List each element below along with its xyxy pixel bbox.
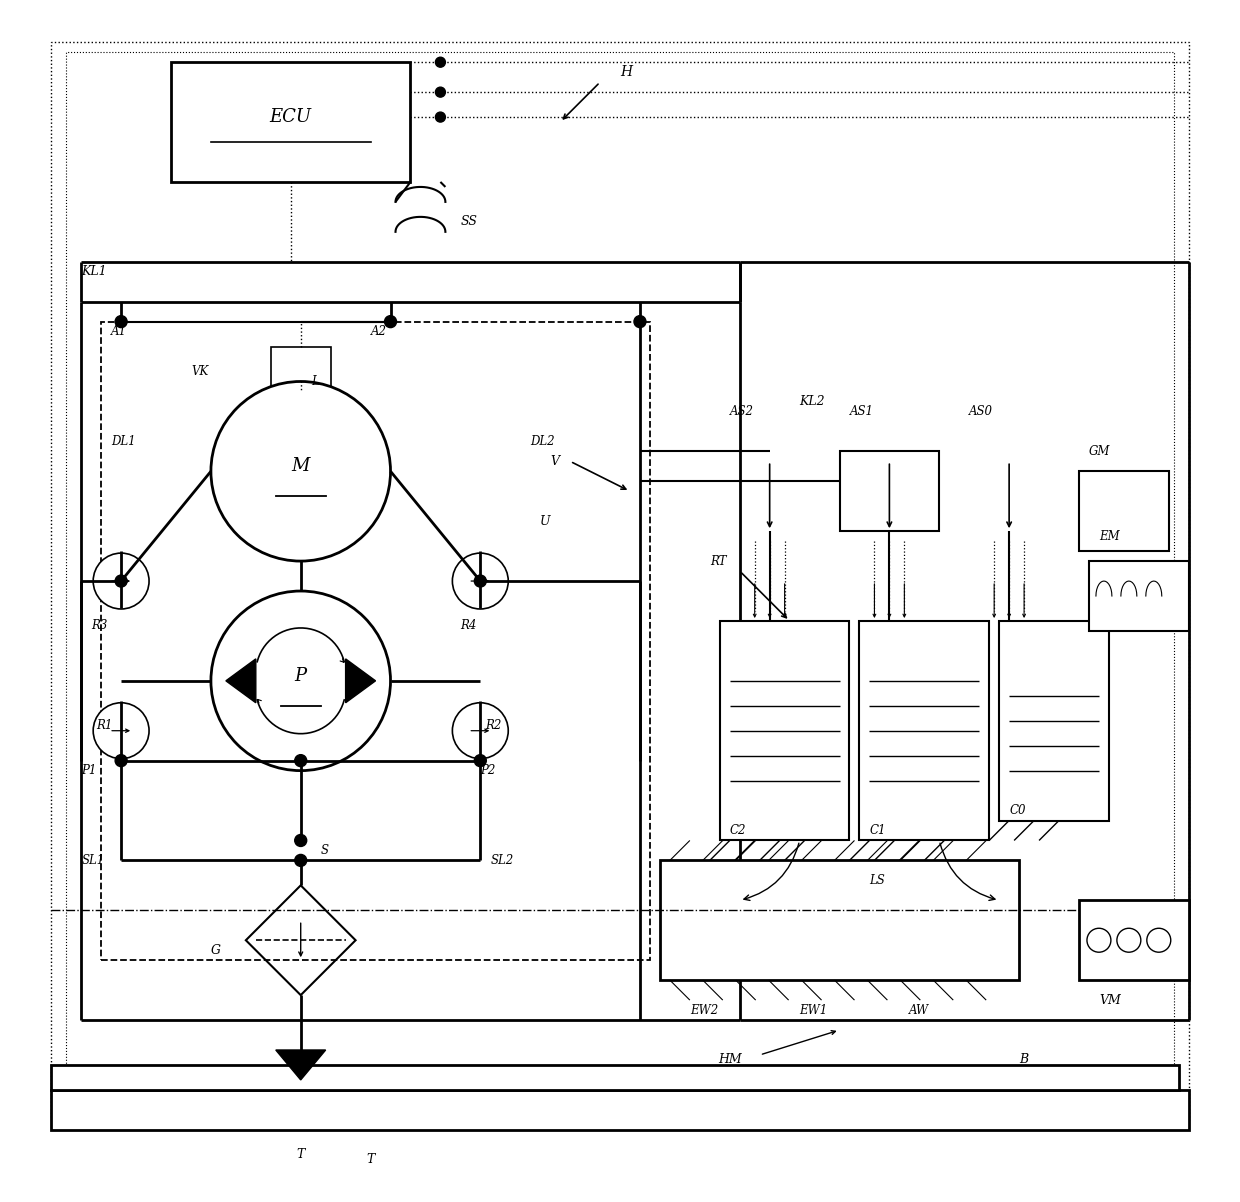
Circle shape [115, 316, 128, 328]
Bar [1079, 471, 1169, 551]
Text: R2: R2 [485, 719, 502, 732]
Bar [859, 621, 990, 840]
Text: P1: P1 [81, 764, 97, 778]
Bar [102, 322, 650, 960]
Text: LS: LS [869, 874, 885, 887]
Text: VK: VK [191, 365, 208, 377]
Circle shape [93, 553, 149, 609]
Text: KL2: KL2 [800, 395, 826, 407]
Circle shape [453, 703, 508, 758]
Text: DL1: DL1 [112, 435, 135, 448]
Text: A2: A2 [371, 325, 387, 338]
Text: M: M [291, 457, 310, 475]
Bar [66, 52, 1174, 1109]
Text: H: H [620, 65, 632, 79]
Text: C1: C1 [869, 825, 885, 837]
Circle shape [1147, 928, 1171, 952]
Polygon shape [275, 1051, 326, 1079]
Text: T: T [296, 1148, 305, 1161]
Text: G: G [211, 944, 221, 957]
Text: AS1: AS1 [849, 405, 873, 418]
Text: KL1: KL1 [81, 266, 107, 278]
Text: DL2: DL2 [531, 435, 554, 448]
Polygon shape [346, 659, 376, 703]
Circle shape [115, 575, 128, 587]
Text: SL2: SL2 [490, 853, 513, 867]
Circle shape [435, 112, 445, 123]
Circle shape [384, 316, 397, 328]
Circle shape [211, 591, 391, 770]
Bar [270, 346, 331, 392]
Circle shape [634, 316, 646, 328]
Text: RT: RT [709, 554, 727, 567]
Bar [1089, 561, 1189, 631]
Bar [719, 621, 849, 840]
Text: GM: GM [1089, 445, 1110, 458]
Text: VM: VM [1099, 994, 1121, 1006]
Text: R4: R4 [460, 619, 476, 632]
Circle shape [211, 381, 391, 561]
Text: AS0: AS0 [970, 405, 993, 418]
Bar [51, 1090, 1189, 1130]
Circle shape [1087, 928, 1111, 952]
Text: AS2: AS2 [730, 405, 754, 418]
Circle shape [475, 755, 486, 767]
Circle shape [435, 58, 445, 67]
Circle shape [435, 88, 445, 97]
Polygon shape [226, 659, 255, 703]
Bar [660, 861, 1019, 980]
Text: C2: C2 [730, 825, 746, 837]
Bar [171, 63, 410, 182]
Text: C0: C0 [1009, 804, 1025, 817]
Bar [1079, 900, 1189, 980]
Text: EM: EM [1099, 530, 1120, 542]
Text: SL1: SL1 [81, 853, 104, 867]
Text: R1: R1 [97, 719, 113, 732]
Text: AW: AW [909, 1004, 930, 1017]
Bar [839, 451, 939, 531]
Circle shape [295, 755, 306, 767]
Text: T: T [366, 1153, 374, 1166]
Circle shape [295, 855, 306, 867]
Circle shape [93, 703, 149, 758]
Text: EW1: EW1 [800, 1004, 828, 1017]
Text: U: U [541, 514, 551, 528]
Text: A1: A1 [112, 325, 128, 338]
Text: P2: P2 [480, 764, 496, 778]
Text: R3: R3 [92, 619, 108, 632]
Text: SS: SS [460, 215, 477, 228]
Text: L: L [311, 375, 319, 388]
Text: EW2: EW2 [689, 1004, 718, 1017]
Circle shape [475, 575, 486, 587]
Text: V: V [551, 454, 559, 468]
Text: HM: HM [718, 1053, 742, 1066]
Bar [999, 621, 1109, 821]
Text: P: P [295, 667, 306, 685]
Circle shape [295, 834, 306, 846]
Circle shape [1117, 928, 1141, 952]
Text: S: S [321, 844, 329, 857]
Bar [51, 1065, 1179, 1090]
Circle shape [453, 553, 508, 609]
Text: ECU: ECU [270, 108, 311, 126]
Circle shape [115, 755, 128, 767]
Text: B: B [1019, 1053, 1028, 1066]
